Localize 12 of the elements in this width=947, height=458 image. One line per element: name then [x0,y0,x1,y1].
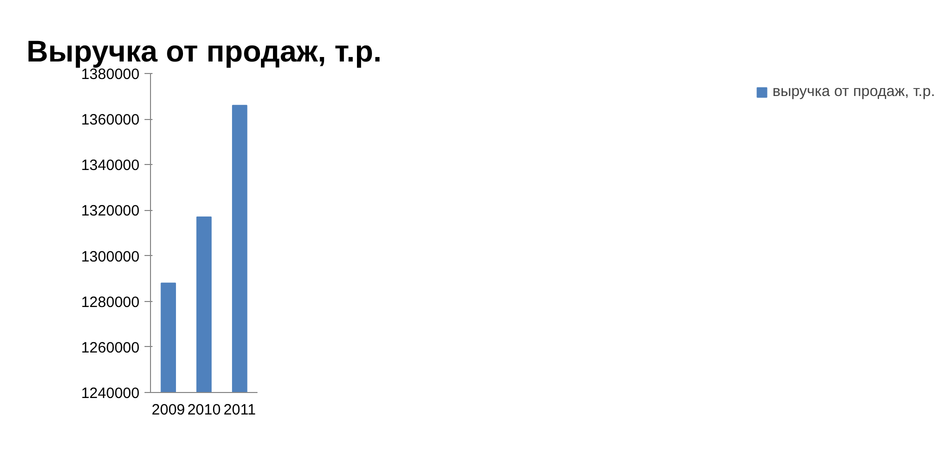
y-tick-label: 1260000 [81,339,140,356]
x-tick-label: 2010 [187,402,221,418]
y-tick-label: 1340000 [81,157,140,174]
y-tick-label: 1320000 [81,202,140,220]
y-tick-label: 1300000 [81,248,140,266]
x-tick-label: 2009 [152,402,186,418]
y-tick-label: 1360000 [81,112,140,129]
y-tick-label: 1240000 [81,385,140,402]
chart-title: Выручка от продаж, т.р. [26,36,382,68]
legend-label: выручка от продаж, т.р. [772,83,935,100]
y-tick-label: 1280000 [81,294,140,311]
x-tick-label: 2011 [224,402,256,418]
